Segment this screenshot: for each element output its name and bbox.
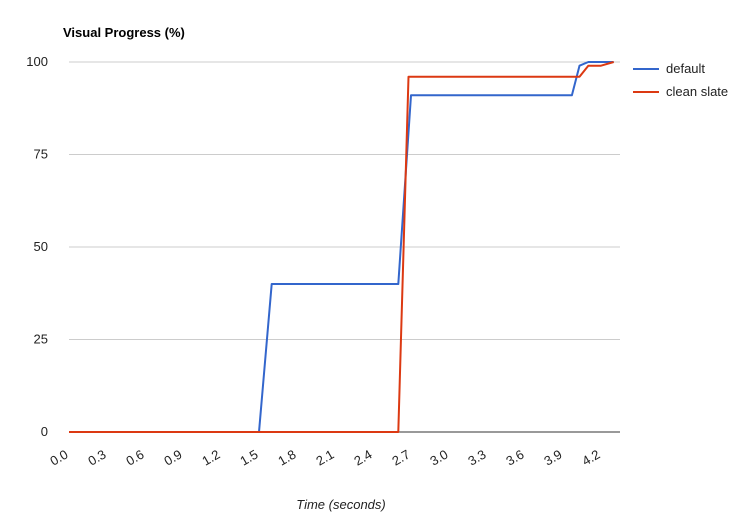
legend: default clean slate [633,61,728,99]
x-tick-label: 4.2 [579,447,602,469]
y-axis-ticks: 0 25 50 75 100 [26,54,48,439]
x-tick-label: 2.7 [389,447,412,469]
legend-label: default [666,61,705,76]
legend-label: clean slate [666,84,728,99]
x-tick-label: 3.3 [465,447,488,469]
x-tick-label: 2.1 [313,447,336,469]
y-tick-label: 50 [34,239,48,254]
x-axis-ticks: 0.0 0.3 0.6 0.9 1.2 1.5 1.8 2.1 2.4 2.7 3.0 3.3 3.6 3… [47,447,602,469]
y-tick-label: 0 [41,424,48,439]
y-tick-label: 75 [34,147,48,162]
x-tick-label: 0.6 [123,447,146,469]
series-line-default [69,61,614,433]
series-line-clean-slate [69,61,614,433]
x-tick-label: 3.9 [541,447,564,469]
series-lines [69,61,614,433]
y-tick-label: 100 [26,54,48,69]
x-tick-label: 0.3 [85,447,108,469]
gridlines [69,61,620,340]
chart-title: Visual Progress (%) [63,25,185,40]
x-tick-label: 0.9 [161,447,184,469]
x-tick-label: 0.0 [47,447,70,469]
x-tick-label: 3.0 [427,447,450,469]
x-tick-label: 2.4 [351,447,374,469]
y-tick-label: 25 [34,332,48,347]
x-tick-label: 1.5 [237,447,260,469]
x-tick-label: 3.6 [503,447,526,469]
x-tick-label: 1.2 [199,447,222,469]
x-axis-title: Time (seconds) [296,497,385,512]
x-tick-label: 1.8 [275,447,298,469]
